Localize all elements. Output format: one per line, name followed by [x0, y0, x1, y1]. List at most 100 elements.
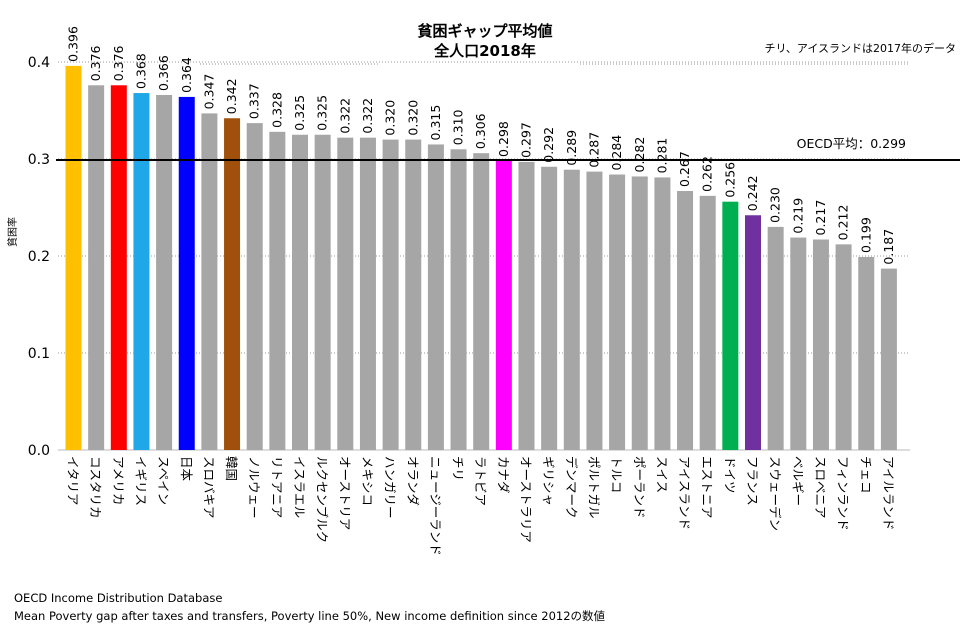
bar — [201, 113, 218, 450]
bar — [880, 268, 897, 450]
bar — [246, 123, 263, 451]
value-labels: 0.396 0.376 0.376 0.368 0.366 0.364 0.347 0.342… — [66, 26, 896, 265]
bar — [609, 174, 626, 450]
bar — [65, 65, 82, 450]
category-label: コスタリカ — [88, 456, 103, 519]
bar — [699, 195, 716, 450]
category-label: オーストラリア — [519, 456, 534, 543]
category-label: スロバキア — [201, 456, 216, 519]
bar — [473, 153, 490, 450]
category-label: ニュージーランド — [428, 456, 443, 556]
bar — [835, 244, 852, 450]
value-label: 0.297 — [519, 122, 534, 158]
value-label: 0.289 — [564, 130, 579, 166]
category-label: チェコ — [858, 456, 873, 494]
y-tick-label: 0.2 — [28, 249, 50, 265]
category-label: 日本 — [179, 456, 194, 482]
bar — [337, 137, 354, 450]
category-label: ルクセンブルク — [315, 456, 330, 543]
value-label: 0.328 — [269, 92, 284, 128]
bar — [178, 96, 195, 451]
value-label: 0.282 — [632, 137, 647, 173]
value-label: 0.342 — [224, 78, 239, 114]
bar — [654, 177, 671, 450]
value-label: 0.315 — [428, 105, 443, 141]
value-label: 0.306 — [473, 113, 488, 149]
category-label: オランダ — [405, 456, 420, 506]
value-label: 0.287 — [586, 132, 601, 168]
bar — [292, 134, 308, 450]
bar — [812, 239, 829, 450]
bar — [518, 161, 535, 450]
reference-line-label: OECD平均：0.299 — [797, 136, 906, 151]
bar — [563, 169, 580, 451]
bar — [405, 139, 422, 450]
y-tick-label: 0.3 — [28, 152, 50, 168]
value-label: 0.284 — [609, 135, 624, 171]
bar — [156, 94, 173, 450]
category-label: アイスランド — [677, 456, 692, 530]
y-axis-title: 貧困率 — [6, 217, 19, 247]
category-label: チリ — [451, 456, 466, 481]
value-label: 0.298 — [496, 121, 511, 157]
value-label: 0.322 — [360, 98, 375, 134]
category-label: オーストリア — [337, 456, 352, 530]
value-label: 0.366 — [156, 55, 171, 91]
y-tick-label: 0.0 — [28, 443, 50, 459]
category-label: ラトビア — [473, 456, 488, 506]
bar — [382, 139, 399, 450]
bar — [767, 226, 784, 450]
bar — [631, 176, 648, 450]
value-label: 0.256 — [722, 162, 737, 198]
value-label: 0.376 — [111, 45, 126, 81]
value-label: 0.368 — [133, 53, 148, 89]
category-label: ベルギー — [790, 456, 805, 506]
bar — [495, 160, 512, 450]
value-label: 0.322 — [337, 98, 352, 134]
bar — [427, 144, 444, 450]
value-label: 0.376 — [88, 45, 103, 81]
category-label: ドイツ — [722, 456, 737, 494]
value-label: 0.347 — [201, 74, 216, 110]
value-label: 0.281 — [654, 138, 669, 174]
category-label: カナダ — [496, 456, 511, 494]
category-label: スウェーデン — [768, 456, 783, 531]
category-label: メキシコ — [360, 456, 375, 506]
description-text: Mean Poverty gap after taxes and transfe… — [14, 609, 606, 623]
category-label: ポーランド — [632, 456, 647, 519]
value-label: 0.320 — [383, 100, 398, 136]
category-label: トルコ — [609, 456, 624, 493]
value-label: 0.242 — [745, 175, 760, 211]
bar — [110, 85, 127, 450]
value-label: 0.320 — [405, 100, 420, 136]
bar — [314, 134, 331, 450]
value-label: 0.212 — [836, 205, 851, 241]
value-label: 0.310 — [451, 109, 466, 145]
bars — [65, 65, 897, 451]
bar — [133, 93, 150, 450]
chart-subtitle: 全人口2018年 — [434, 42, 536, 60]
bar — [224, 118, 241, 450]
value-label: 0.217 — [813, 200, 828, 236]
y-tick-label: 0.4 — [28, 55, 50, 71]
category-label: ハンガリー — [383, 456, 398, 519]
category-label: 韓国 — [224, 456, 239, 481]
category-label: フランス — [745, 456, 760, 506]
category-label: ギリシャ — [541, 456, 556, 506]
value-label: 0.219 — [790, 198, 805, 234]
category-label: リトアニア — [269, 456, 284, 518]
value-label: 0.230 — [768, 187, 783, 223]
bar — [858, 256, 875, 450]
bar — [677, 191, 694, 450]
category-label: アイルランド — [881, 456, 896, 530]
chart-title: 貧困ギャップ平均値 — [417, 22, 553, 40]
category-label: エストニア — [700, 456, 715, 519]
bar — [359, 137, 376, 450]
bar — [541, 166, 558, 450]
x-axis-labels: イタリア コスタリカ アメリカ イギリス スペイン 日本 スロバキア 韓国 ノルウェー リトアニア… — [66, 456, 896, 556]
category-label: ポルトガル — [586, 456, 601, 519]
category-label: ノルウェー — [247, 456, 262, 519]
category-label: スロベニア — [813, 456, 828, 519]
category-label: フィンランド — [836, 456, 851, 531]
